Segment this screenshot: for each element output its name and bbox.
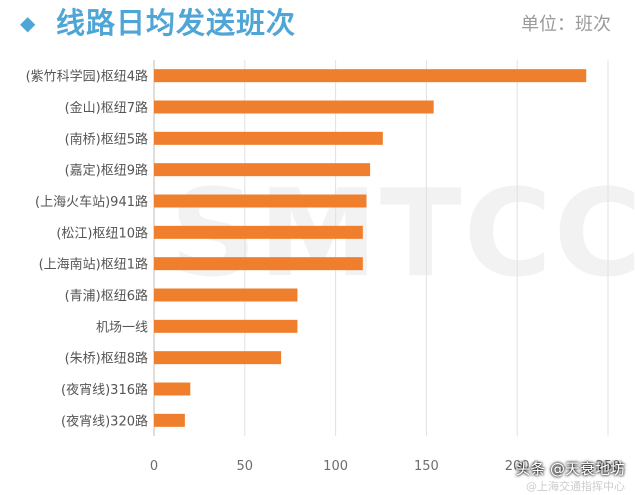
bar [154, 131, 383, 145]
category-label: (紫竹科学园)枢纽4路 [26, 69, 148, 85]
x-tick-label: 150 [414, 459, 439, 474]
diamond-icon: ◆ [20, 11, 36, 35]
bar [154, 163, 371, 177]
credit-subtext: @上海交通指挥中心 [526, 480, 625, 493]
bar [154, 194, 367, 208]
bar [154, 413, 185, 427]
bar [154, 69, 587, 83]
unit-label: 单位：班次 [521, 14, 611, 35]
chart-header: ◆ 线路日均发送班次 单位：班次 [0, 0, 635, 46]
bar [154, 257, 363, 271]
x-tick-label: 250 [596, 459, 621, 474]
x-tick-label: 0 [150, 459, 158, 474]
bar [154, 100, 434, 114]
x-tick-label: 200 [505, 459, 530, 474]
bar [154, 351, 282, 365]
category-label: (嘉定)枢纽9路 [65, 163, 148, 179]
category-label: (金山)枢纽7路 [65, 100, 148, 116]
category-label: (上海南站)枢纽1路 [39, 257, 148, 273]
category-label: (上海火车站)941路 [35, 194, 148, 210]
category-label: (青浦)枢纽6路 [65, 288, 148, 304]
bar [154, 225, 363, 239]
bar [154, 288, 298, 302]
bar [154, 382, 191, 396]
category-label: (南桥)枢纽5路 [65, 131, 148, 147]
category-label: (松江)枢纽10路 [56, 225, 148, 241]
category-label: (夜宵线)320路 [61, 413, 148, 429]
category-label: 机场一线 [96, 320, 148, 335]
x-tick-label: 100 [323, 459, 348, 474]
category-label: (夜宵线)316路 [61, 382, 148, 398]
x-tick-label: 50 [237, 459, 254, 474]
category-label: (朱桥)枢纽8路 [65, 351, 148, 367]
chart-title: 线路日均发送班次 [56, 6, 297, 40]
credit-text: 头条 @天衰地坊 [515, 460, 625, 478]
bar [154, 319, 298, 333]
